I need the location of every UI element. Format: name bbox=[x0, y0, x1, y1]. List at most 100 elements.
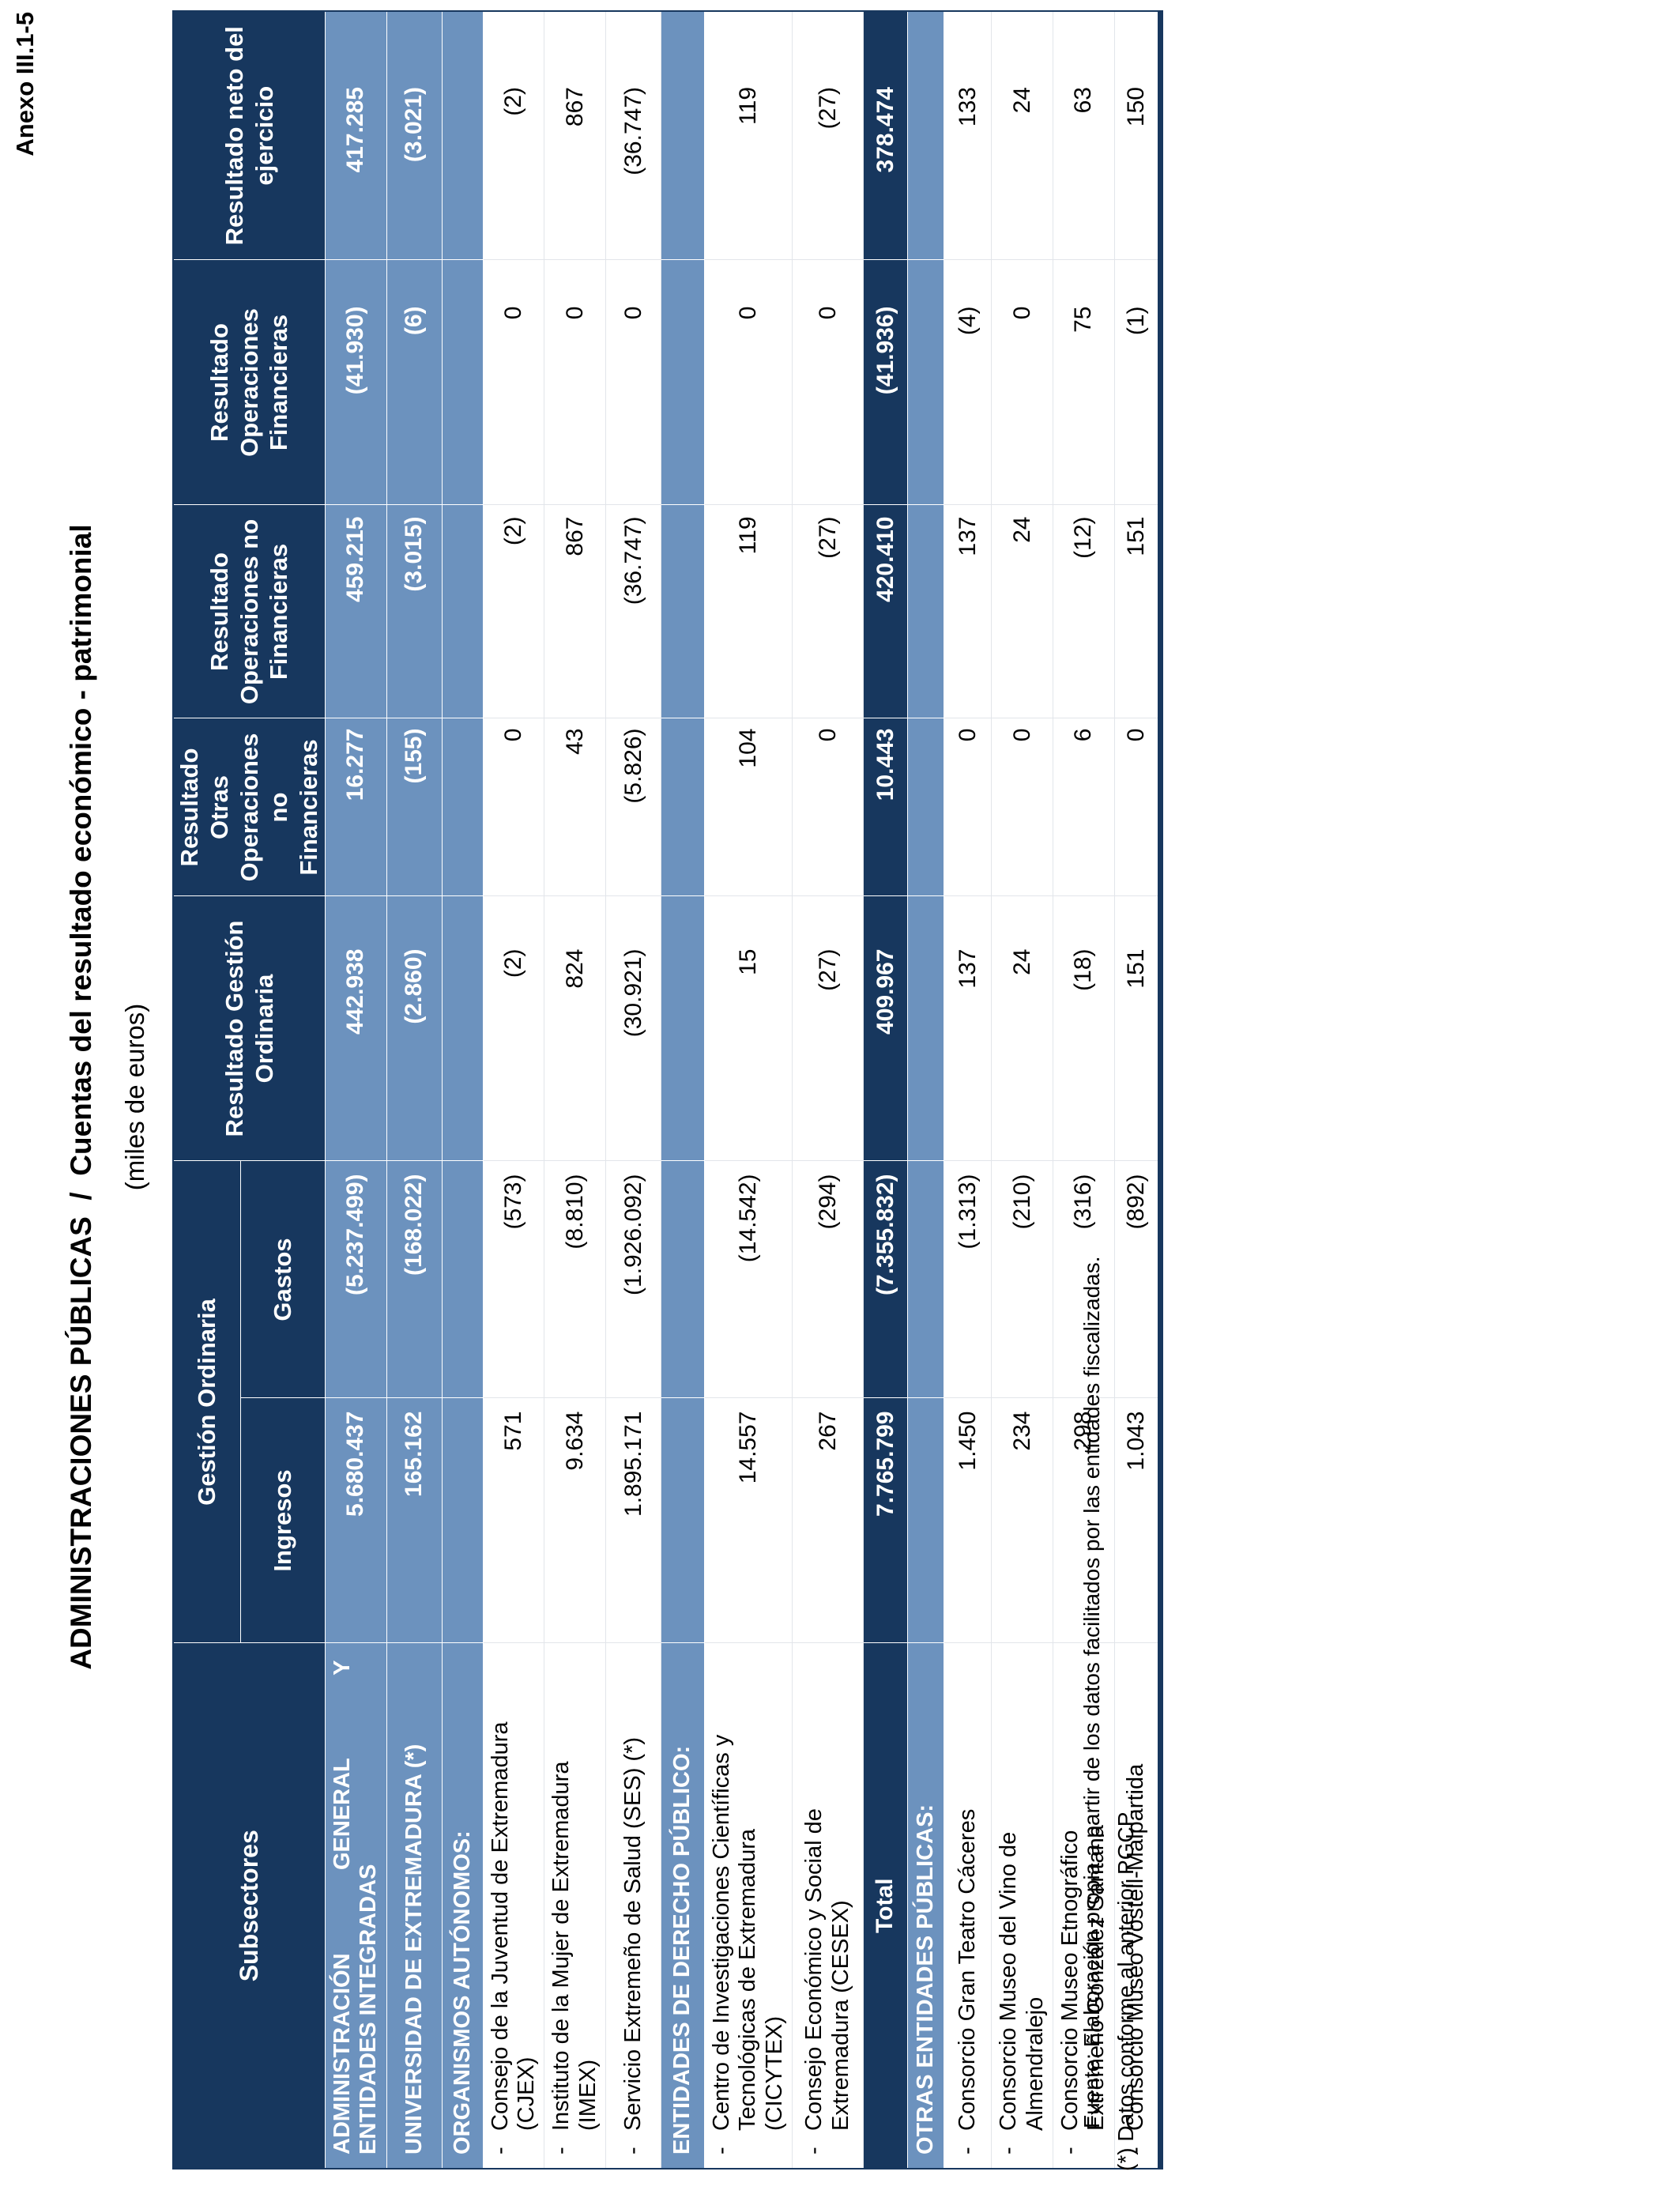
dash-marker: - bbox=[996, 2147, 1022, 2154]
cell-consorcio-gran-teatro-res-gestion: 137 bbox=[944, 896, 992, 1161]
table-row-entidades-derecho-publico: ENTIDADES DE DERECHO PÚBLICO: bbox=[661, 11, 705, 2169]
cell-consorcio-museo-etnografico-res-neto: 63 bbox=[1053, 11, 1115, 260]
cell-consorcio-gran-teatro-ingresos: 1.450 bbox=[944, 1398, 992, 1643]
page-title: ADMINISTRACIONES PÚBLICAS / Cuentas del … bbox=[65, 524, 97, 1670]
cell-consorcio-gran-teatro-res-op-no-fin: 137 bbox=[944, 505, 992, 718]
annex-label: Anexo III.1-5 bbox=[11, 12, 39, 156]
cell-cesex-res-otras: 0 bbox=[792, 718, 864, 896]
table-row-otras-entidades: OTRAS ENTIDADES PÚBLICAS: bbox=[907, 11, 944, 2169]
cell-consorcio-museo-etnografico-res-otras: 6 bbox=[1053, 718, 1115, 896]
dash-marker: - bbox=[954, 2147, 980, 2154]
table-row-universidad: UNIVERSIDAD DE EXTREMADURA (*) 165.162 (16… bbox=[386, 11, 443, 2169]
column-header-res-otras: Resultado Otras Operaciones no Financieras bbox=[173, 718, 326, 896]
cell-otras-entidades-res-gestion bbox=[907, 896, 944, 1161]
dash-marker: - bbox=[709, 2147, 735, 2154]
column-header-res-gestion: Resultado Gestión Ordinaria bbox=[173, 896, 326, 1161]
cell-total-res-gestion: 409.967 bbox=[863, 896, 908, 1161]
cell-total-res-op-fin: (41.936) bbox=[863, 260, 908, 505]
cell-admin-general-res-neto: 417.285 bbox=[325, 11, 387, 260]
cell-ses-gastos: (1.926.092) bbox=[605, 1161, 661, 1398]
cell-total-res-otras: 10.443 bbox=[863, 718, 908, 896]
cell-imex-res-otras: 43 bbox=[544, 718, 606, 896]
cell-entidades-derecho-publico-res-op-fin bbox=[661, 260, 705, 505]
cell-admin-general-res-otras: 16.277 bbox=[325, 718, 387, 896]
cell-ses-res-op-fin: 0 bbox=[605, 260, 661, 505]
cell-consorcio-gran-teatro-gastos: (1.313) bbox=[944, 1161, 992, 1398]
financial-table: Subsectores Gestión Ordinaria Resultado Ge… bbox=[172, 10, 1163, 2169]
cell-consorcio-museo-vino-ingresos: 234 bbox=[991, 1398, 1053, 1643]
cell-universidad-gastos: (168.022) bbox=[386, 1161, 443, 1398]
cell-universidad-res-op-fin: (6) bbox=[386, 260, 443, 505]
cell-consorcio-museo-etnografico-res-op-fin: 75 bbox=[1053, 260, 1115, 505]
column-header-res-op-fin: Resultado Operaciones Financieras bbox=[173, 260, 326, 505]
cell-consorcio-museo-vostell-gastos: (892) bbox=[1114, 1161, 1161, 1398]
cell-admin-general-res-op-fin: (41.930) bbox=[325, 260, 387, 505]
cell-cjex-res-otras: 0 bbox=[483, 718, 544, 896]
cell-organismos-autonomos-res-neto bbox=[442, 11, 484, 260]
cell-consorcio-museo-vostell-res-op-no-fin: 151 bbox=[1114, 505, 1161, 718]
row-label-admin-general: ADMINISTRACIÓN GENERAL Y ENTIDADES INTEGR… bbox=[325, 1643, 387, 2169]
row-label-entidades-derecho-publico: ENTIDADES DE DERECHO PÚBLICO: bbox=[661, 1643, 705, 2169]
cell-universidad-res-neto: (3.021) bbox=[386, 11, 443, 260]
cell-universidad-res-gestion: (2.860) bbox=[386, 896, 443, 1161]
cell-cicytex-res-gestion: 15 bbox=[704, 896, 793, 1161]
cell-consorcio-museo-vino-res-op-no-fin: 24 bbox=[991, 505, 1053, 718]
cell-consorcio-gran-teatro-res-neto: 133 bbox=[944, 11, 992, 260]
column-header-gastos: Gastos bbox=[240, 1161, 326, 1398]
cell-admin-general-res-op-no-fin: 459.215 bbox=[325, 505, 387, 718]
cell-consorcio-museo-etnografico-res-op-no-fin: (12) bbox=[1053, 505, 1115, 718]
dash-marker: - bbox=[1057, 2147, 1083, 2154]
cell-total-res-op-no-fin: 420.410 bbox=[863, 505, 908, 718]
cell-entidades-derecho-publico-gastos bbox=[661, 1161, 705, 1398]
table-row-admin-general: ADMINISTRACIÓN GENERAL Y ENTIDADES INTEGR… bbox=[325, 11, 387, 2169]
cell-consorcio-museo-vino-res-otras: 0 bbox=[991, 718, 1053, 896]
column-group-gestion-ordinaria: Gestión Ordinaria bbox=[173, 1161, 241, 1643]
cell-consorcio-museo-etnografico-res-gestion: (18) bbox=[1053, 896, 1115, 1161]
cell-organismos-autonomos-gastos bbox=[442, 1161, 484, 1398]
cell-cicytex-gastos: (14.542) bbox=[704, 1161, 793, 1398]
cell-otras-entidades-res-op-no-fin bbox=[907, 505, 944, 718]
table-row-consorcio-museo-vino: - Consorcio Museo del Vino de Almendralejo… bbox=[991, 11, 1053, 2169]
cell-organismos-autonomos-res-op-fin bbox=[442, 260, 484, 505]
cell-cicytex-res-neto: 119 bbox=[704, 11, 793, 260]
cell-consorcio-museo-vino-gastos: (210) bbox=[991, 1161, 1053, 1398]
footnote-pgcp: (*) Datos conforme al anterior PGCP. bbox=[1113, 1808, 1138, 2171]
row-label-organismos-autonomos: ORGANISMOS AUTÓNOMOS: bbox=[442, 1643, 484, 2169]
dash-marker: - bbox=[620, 2147, 646, 2154]
column-header-ingresos: Ingresos bbox=[240, 1398, 326, 1643]
cell-total-ingresos: 7.765.799 bbox=[863, 1398, 908, 1643]
cell-cjex-res-op-no-fin: (2) bbox=[483, 505, 544, 718]
cell-cjex-res-neto: (2) bbox=[483, 11, 544, 260]
cell-total-res-neto: 378.474 bbox=[863, 11, 908, 260]
cell-consorcio-gran-teatro-res-otras: 0 bbox=[944, 718, 992, 896]
cell-organismos-autonomos-res-gestion bbox=[442, 896, 484, 1161]
cell-universidad-res-otras: (155) bbox=[386, 718, 443, 896]
cell-ses-res-op-no-fin: (36.747) bbox=[605, 505, 661, 718]
row-label-consorcio-gran-teatro: - Consorcio Gran Teatro Cáceres bbox=[944, 1643, 992, 2169]
cell-admin-general-gastos: (5.237.499) bbox=[325, 1161, 387, 1398]
column-header-res-op-no-fin: Resultado Operaciones no Financieras bbox=[173, 505, 326, 718]
footnote-source: Fuente: Elaboración propia a partir de l… bbox=[1079, 1256, 1104, 2128]
table-row-consorcio-gran-teatro: - Consorcio Gran Teatro Cáceres 1.450 (1.31… bbox=[944, 11, 992, 2169]
cell-imex-res-neto: 867 bbox=[544, 11, 606, 260]
cell-imex-res-op-no-fin: 867 bbox=[544, 505, 606, 718]
table-row-cjex: - Consejo de la Juventud de Extremadura (C… bbox=[483, 11, 544, 2169]
cell-cicytex-res-op-fin: 0 bbox=[704, 260, 793, 505]
cell-cesex-res-op-fin: 0 bbox=[792, 260, 864, 505]
cell-cjex-gastos: (573) bbox=[483, 1161, 544, 1398]
cell-imex-res-op-fin: 0 bbox=[544, 260, 606, 505]
cell-otras-entidades-res-op-fin bbox=[907, 260, 944, 505]
cell-entidades-derecho-publico-res-otras bbox=[661, 718, 705, 896]
row-label-cesex: - Consejo Económico y Social de Extremadur… bbox=[792, 1643, 864, 2169]
cell-consorcio-museo-vostell-res-op-fin: (1) bbox=[1114, 260, 1161, 505]
column-header-subsectores: Subsectores bbox=[173, 1643, 326, 2169]
cell-organismos-autonomos-res-otras bbox=[442, 718, 484, 896]
page-subtitle: (miles de euros) bbox=[120, 1003, 149, 1191]
cell-cesex-res-op-no-fin: (27) bbox=[792, 505, 864, 718]
table-row-cesex: - Consejo Económico y Social de Extremadur… bbox=[792, 11, 864, 2169]
cell-ses-res-otras: (5.826) bbox=[605, 718, 661, 896]
cell-cesex-res-neto: (27) bbox=[792, 11, 864, 260]
cell-cicytex-res-otras: 104 bbox=[704, 718, 793, 896]
dash-marker: - bbox=[487, 2147, 513, 2154]
